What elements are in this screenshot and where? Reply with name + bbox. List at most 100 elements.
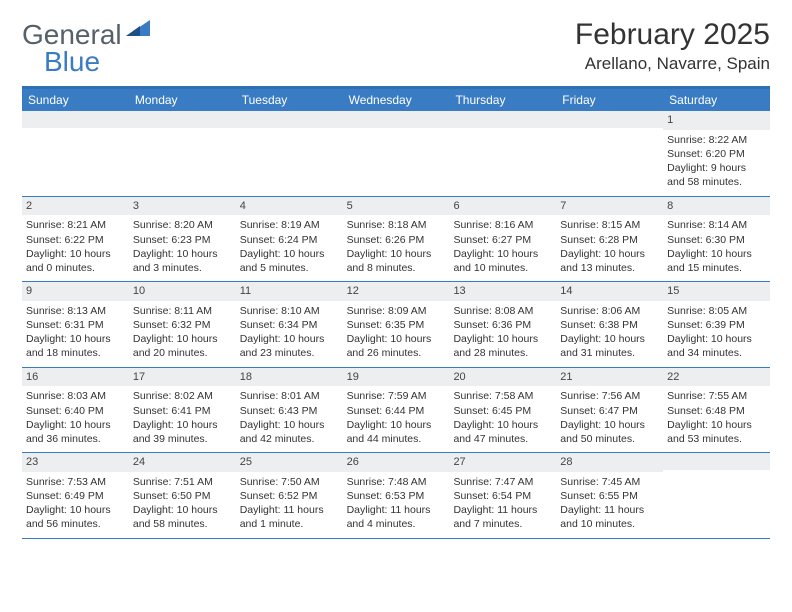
day-number bbox=[22, 111, 129, 128]
day-cell: 20Sunrise: 7:58 AMSunset: 6:45 PMDayligh… bbox=[449, 368, 556, 453]
daylight-text: Daylight: 10 hours and 26 minutes. bbox=[347, 332, 446, 360]
sunset-text: Sunset: 6:53 PM bbox=[347, 489, 446, 503]
day-cell: 8Sunrise: 8:14 AMSunset: 6:30 PMDaylight… bbox=[663, 197, 770, 282]
sunset-text: Sunset: 6:54 PM bbox=[453, 489, 552, 503]
daylight-text: Daylight: 10 hours and 10 minutes. bbox=[453, 247, 552, 275]
sunset-text: Sunset: 6:48 PM bbox=[667, 404, 766, 418]
day-number: 6 bbox=[449, 197, 556, 216]
sunrise-text: Sunrise: 8:15 AM bbox=[560, 218, 659, 232]
day-number: 3 bbox=[129, 197, 236, 216]
sunset-text: Sunset: 6:45 PM bbox=[453, 404, 552, 418]
sunrise-text: Sunrise: 8:06 AM bbox=[560, 304, 659, 318]
day-cell: 2Sunrise: 8:21 AMSunset: 6:22 PMDaylight… bbox=[22, 197, 129, 282]
day-number: 16 bbox=[22, 368, 129, 387]
sunset-text: Sunset: 6:36 PM bbox=[453, 318, 552, 332]
daylight-text: Daylight: 10 hours and 42 minutes. bbox=[240, 418, 339, 446]
daylight-text: Daylight: 10 hours and 34 minutes. bbox=[667, 332, 766, 360]
day-cell: 25Sunrise: 7:50 AMSunset: 6:52 PMDayligh… bbox=[236, 453, 343, 538]
day-cell: 18Sunrise: 8:01 AMSunset: 6:43 PMDayligh… bbox=[236, 368, 343, 453]
day-number: 18 bbox=[236, 368, 343, 387]
day-number bbox=[663, 453, 770, 470]
day-number: 4 bbox=[236, 197, 343, 216]
sunrise-text: Sunrise: 7:53 AM bbox=[26, 475, 125, 489]
week-row: 1Sunrise: 8:22 AMSunset: 6:20 PMDaylight… bbox=[22, 111, 770, 197]
sunrise-text: Sunrise: 7:45 AM bbox=[560, 475, 659, 489]
sunset-text: Sunset: 6:26 PM bbox=[347, 233, 446, 247]
sunset-text: Sunset: 6:27 PM bbox=[453, 233, 552, 247]
daylight-text: Daylight: 10 hours and 56 minutes. bbox=[26, 503, 125, 531]
day-number: 8 bbox=[663, 197, 770, 216]
week-row: 16Sunrise: 8:03 AMSunset: 6:40 PMDayligh… bbox=[22, 368, 770, 454]
sunrise-text: Sunrise: 8:16 AM bbox=[453, 218, 552, 232]
day-cell: 21Sunrise: 7:56 AMSunset: 6:47 PMDayligh… bbox=[556, 368, 663, 453]
day-cell: 7Sunrise: 8:15 AMSunset: 6:28 PMDaylight… bbox=[556, 197, 663, 282]
sunset-text: Sunset: 6:34 PM bbox=[240, 318, 339, 332]
day-cell: 9Sunrise: 8:13 AMSunset: 6:31 PMDaylight… bbox=[22, 282, 129, 367]
day-cell: 13Sunrise: 8:08 AMSunset: 6:36 PMDayligh… bbox=[449, 282, 556, 367]
sunset-text: Sunset: 6:38 PM bbox=[560, 318, 659, 332]
sunrise-text: Sunrise: 7:55 AM bbox=[667, 389, 766, 403]
month-title: February 2025 bbox=[575, 18, 770, 52]
daylight-text: Daylight: 10 hours and 44 minutes. bbox=[347, 418, 446, 446]
sunset-text: Sunset: 6:32 PM bbox=[133, 318, 232, 332]
sunset-text: Sunset: 6:43 PM bbox=[240, 404, 339, 418]
week-row: 9Sunrise: 8:13 AMSunset: 6:31 PMDaylight… bbox=[22, 282, 770, 368]
sunrise-text: Sunrise: 8:22 AM bbox=[667, 133, 766, 147]
day-number: 25 bbox=[236, 453, 343, 472]
week-row: 23Sunrise: 7:53 AMSunset: 6:49 PMDayligh… bbox=[22, 453, 770, 539]
daylight-text: Daylight: 10 hours and 23 minutes. bbox=[240, 332, 339, 360]
daylight-text: Daylight: 10 hours and 31 minutes. bbox=[560, 332, 659, 360]
sunrise-text: Sunrise: 8:19 AM bbox=[240, 218, 339, 232]
sunrise-text: Sunrise: 8:18 AM bbox=[347, 218, 446, 232]
day-cell: 17Sunrise: 8:02 AMSunset: 6:41 PMDayligh… bbox=[129, 368, 236, 453]
day-cell bbox=[236, 111, 343, 196]
day-number bbox=[129, 111, 236, 128]
daylight-text: Daylight: 10 hours and 20 minutes. bbox=[133, 332, 232, 360]
sunrise-text: Sunrise: 8:20 AM bbox=[133, 218, 232, 232]
sunrise-text: Sunrise: 7:50 AM bbox=[240, 475, 339, 489]
day-cell: 3Sunrise: 8:20 AMSunset: 6:23 PMDaylight… bbox=[129, 197, 236, 282]
daylight-text: Daylight: 11 hours and 10 minutes. bbox=[560, 503, 659, 531]
day-cell: 6 Sunrise: 8:16 AMSunset: 6:27 PMDaylight… bbox=[449, 197, 556, 282]
daylight-text: Daylight: 10 hours and 28 minutes. bbox=[453, 332, 552, 360]
day-cell: 15Sunrise: 8:05 AMSunset: 6:39 PMDayligh… bbox=[663, 282, 770, 367]
daylight-text: Daylight: 10 hours and 47 minutes. bbox=[453, 418, 552, 446]
day-header: Monday bbox=[129, 89, 236, 111]
daylight-text: Daylight: 10 hours and 58 minutes. bbox=[133, 503, 232, 531]
daylight-text: Daylight: 10 hours and 18 minutes. bbox=[26, 332, 125, 360]
day-number: 10 bbox=[129, 282, 236, 301]
daylight-text: Daylight: 10 hours and 53 minutes. bbox=[667, 418, 766, 446]
title-area: February 2025 Arellano, Navarre, Spain bbox=[575, 18, 770, 74]
sunrise-text: Sunrise: 8:21 AM bbox=[26, 218, 125, 232]
logo-triangle-icon bbox=[126, 18, 150, 41]
day-cell: 1Sunrise: 8:22 AMSunset: 6:20 PMDaylight… bbox=[663, 111, 770, 196]
sunrise-text: Sunrise: 8:09 AM bbox=[347, 304, 446, 318]
week-row: 2Sunrise: 8:21 AMSunset: 6:22 PMDaylight… bbox=[22, 197, 770, 283]
sunrise-text: Sunrise: 7:47 AM bbox=[453, 475, 552, 489]
sunset-text: Sunset: 6:55 PM bbox=[560, 489, 659, 503]
day-number: 11 bbox=[236, 282, 343, 301]
sunset-text: Sunset: 6:50 PM bbox=[133, 489, 232, 503]
sunset-text: Sunset: 6:24 PM bbox=[240, 233, 339, 247]
daylight-text: Daylight: 10 hours and 3 minutes. bbox=[133, 247, 232, 275]
sunrise-text: Sunrise: 8:13 AM bbox=[26, 304, 125, 318]
day-cell: 12Sunrise: 8:09 AMSunset: 6:35 PMDayligh… bbox=[343, 282, 450, 367]
day-number: 17 bbox=[129, 368, 236, 387]
day-number: 22 bbox=[663, 368, 770, 387]
sunset-text: Sunset: 6:28 PM bbox=[560, 233, 659, 247]
day-header: Wednesday bbox=[343, 89, 450, 111]
sunrise-text: Sunrise: 7:59 AM bbox=[347, 389, 446, 403]
day-cell: 11Sunrise: 8:10 AMSunset: 6:34 PMDayligh… bbox=[236, 282, 343, 367]
day-number: 24 bbox=[129, 453, 236, 472]
day-header-row: Sunday Monday Tuesday Wednesday Thursday… bbox=[22, 89, 770, 111]
daylight-text: Daylight: 10 hours and 0 minutes. bbox=[26, 247, 125, 275]
sunset-text: Sunset: 6:22 PM bbox=[26, 233, 125, 247]
day-cell bbox=[663, 453, 770, 538]
daylight-text: Daylight: 10 hours and 39 minutes. bbox=[133, 418, 232, 446]
sunrise-text: Sunrise: 8:02 AM bbox=[133, 389, 232, 403]
day-number bbox=[556, 111, 663, 128]
day-cell: 10Sunrise: 8:11 AMSunset: 6:32 PMDayligh… bbox=[129, 282, 236, 367]
day-cell: 14Sunrise: 8:06 AMSunset: 6:38 PMDayligh… bbox=[556, 282, 663, 367]
logo-text-blue: Blue bbox=[44, 46, 100, 78]
day-cell: 5Sunrise: 8:18 AMSunset: 6:26 PMDaylight… bbox=[343, 197, 450, 282]
